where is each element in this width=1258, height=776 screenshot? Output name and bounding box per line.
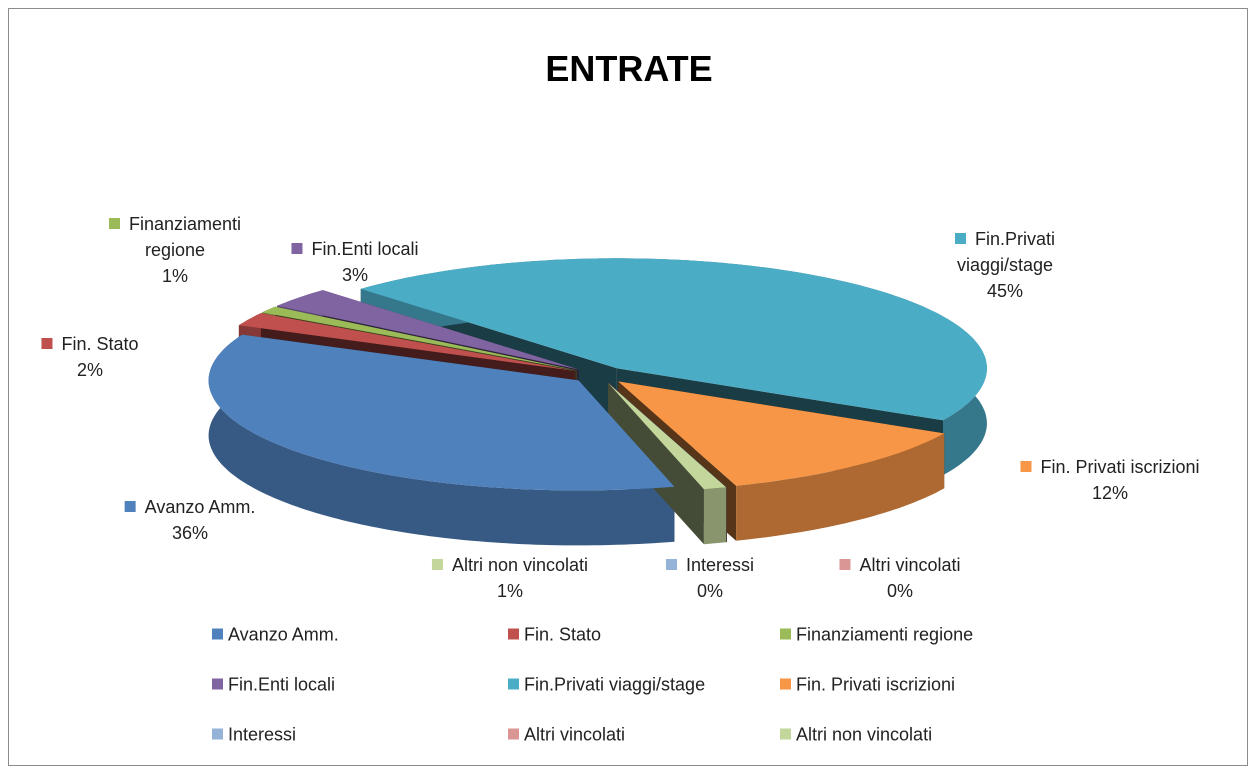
- label-category: Altri non vincolati: [451, 555, 589, 575]
- legend-text: Fin. Privati iscrizioni: [796, 674, 956, 695]
- data-label: Finanziamenti regione 1%: [80, 211, 270, 289]
- legend-entry: Finanziamenti regione: [780, 625, 973, 646]
- label-key: [1020, 461, 1032, 472]
- label-key: [124, 501, 136, 512]
- data-label: Fin.Privati viaggi/stage 45%: [915, 226, 1095, 304]
- legend-text: Altri non vincolati: [796, 724, 933, 745]
- label-category: Finanziamenti regione: [128, 214, 242, 260]
- label-value: 0%: [886, 581, 913, 601]
- pie-slice: [208, 334, 675, 491]
- data-label: Altri non vincolati 1%: [431, 552, 589, 604]
- data-label: Fin.Enti locali 3%: [291, 236, 419, 288]
- legend-entry: Avanzo Amm.: [212, 625, 339, 646]
- label-category: Fin. Stato: [61, 334, 139, 354]
- label-category: Fin. Privati iscrizioni: [1040, 457, 1200, 477]
- slice-side: [208, 334, 675, 546]
- legend-text: Fin.Enti locali: [228, 674, 336, 695]
- legend-text: Fin. Stato: [524, 624, 602, 645]
- label-category: Fin.Enti locali: [311, 239, 419, 259]
- label-value: 2%: [76, 360, 104, 380]
- label-key: [108, 218, 120, 229]
- data-label: Altri vincolati 0%: [839, 552, 961, 604]
- pie-slice: [277, 290, 579, 370]
- slice-side: [703, 487, 727, 545]
- label-key: [954, 233, 966, 244]
- label-value: 1%: [161, 266, 188, 286]
- label-value: 0%: [696, 581, 723, 601]
- label-category: Interessi: [685, 555, 755, 575]
- legend-entry: Altri vincolati: [508, 725, 625, 746]
- label-category: Fin.Privati viaggi/stage: [956, 229, 1055, 275]
- label-value: 45%: [986, 281, 1024, 301]
- chart-frame: [8, 8, 1248, 766]
- pie-slice: [360, 258, 987, 421]
- legend-text: Fin.Privati viaggi/stage: [524, 674, 706, 695]
- data-label: Interessi 0%: [665, 552, 755, 604]
- legend-key: [780, 678, 791, 690]
- legend-key: [212, 728, 223, 740]
- chart-title: ENTRATE: [545, 48, 713, 89]
- legend-text: Altri vincolati: [524, 724, 626, 745]
- legend-key: [780, 728, 791, 740]
- legend-key: [780, 628, 791, 640]
- slice-side: [736, 433, 945, 541]
- legend-entry: Fin.Enti locali: [212, 675, 335, 696]
- label-key: [41, 338, 53, 349]
- legend-text: Finanziamenti regione: [796, 624, 974, 645]
- legend-entry: Interessi: [212, 725, 296, 746]
- pie-slice: [608, 383, 727, 490]
- slice-side: [608, 383, 704, 545]
- legend-key: [508, 678, 519, 690]
- label-category: Avanzo Amm.: [144, 497, 256, 517]
- label-key: [431, 559, 443, 570]
- label-key: [839, 559, 851, 570]
- data-label: Avanzo Amm. 36%: [124, 494, 256, 546]
- label-value: 12%: [1091, 483, 1129, 503]
- legend-entry: Fin.Privati viaggi/stage: [508, 675, 705, 696]
- legend-entry: Fin. Stato: [508, 625, 601, 646]
- legend-key: [508, 728, 519, 740]
- legend-text: Interessi: [228, 724, 297, 745]
- pie-slice: [618, 381, 945, 486]
- legend-text: Avanzo Amm.: [228, 624, 339, 645]
- legend-key: [508, 628, 519, 640]
- data-label: Fin. Privati iscrizioni 12%: [1020, 454, 1200, 506]
- legend-key: [212, 678, 223, 690]
- label-value: 36%: [171, 523, 209, 543]
- pie-slice: [238, 313, 576, 371]
- pie-slice: [262, 306, 577, 371]
- legend-entry: Fin. Privati iscrizioni: [780, 675, 955, 696]
- data-label: Fin. Stato 2%: [41, 331, 139, 383]
- label-category: Altri vincolati: [859, 555, 961, 575]
- legend-key: [212, 628, 223, 640]
- label-value: 3%: [341, 265, 369, 285]
- legend-entry: Altri non vincolati: [780, 725, 932, 746]
- label-key: [665, 559, 677, 570]
- label-key: [291, 243, 303, 254]
- label-value: 1%: [496, 581, 524, 601]
